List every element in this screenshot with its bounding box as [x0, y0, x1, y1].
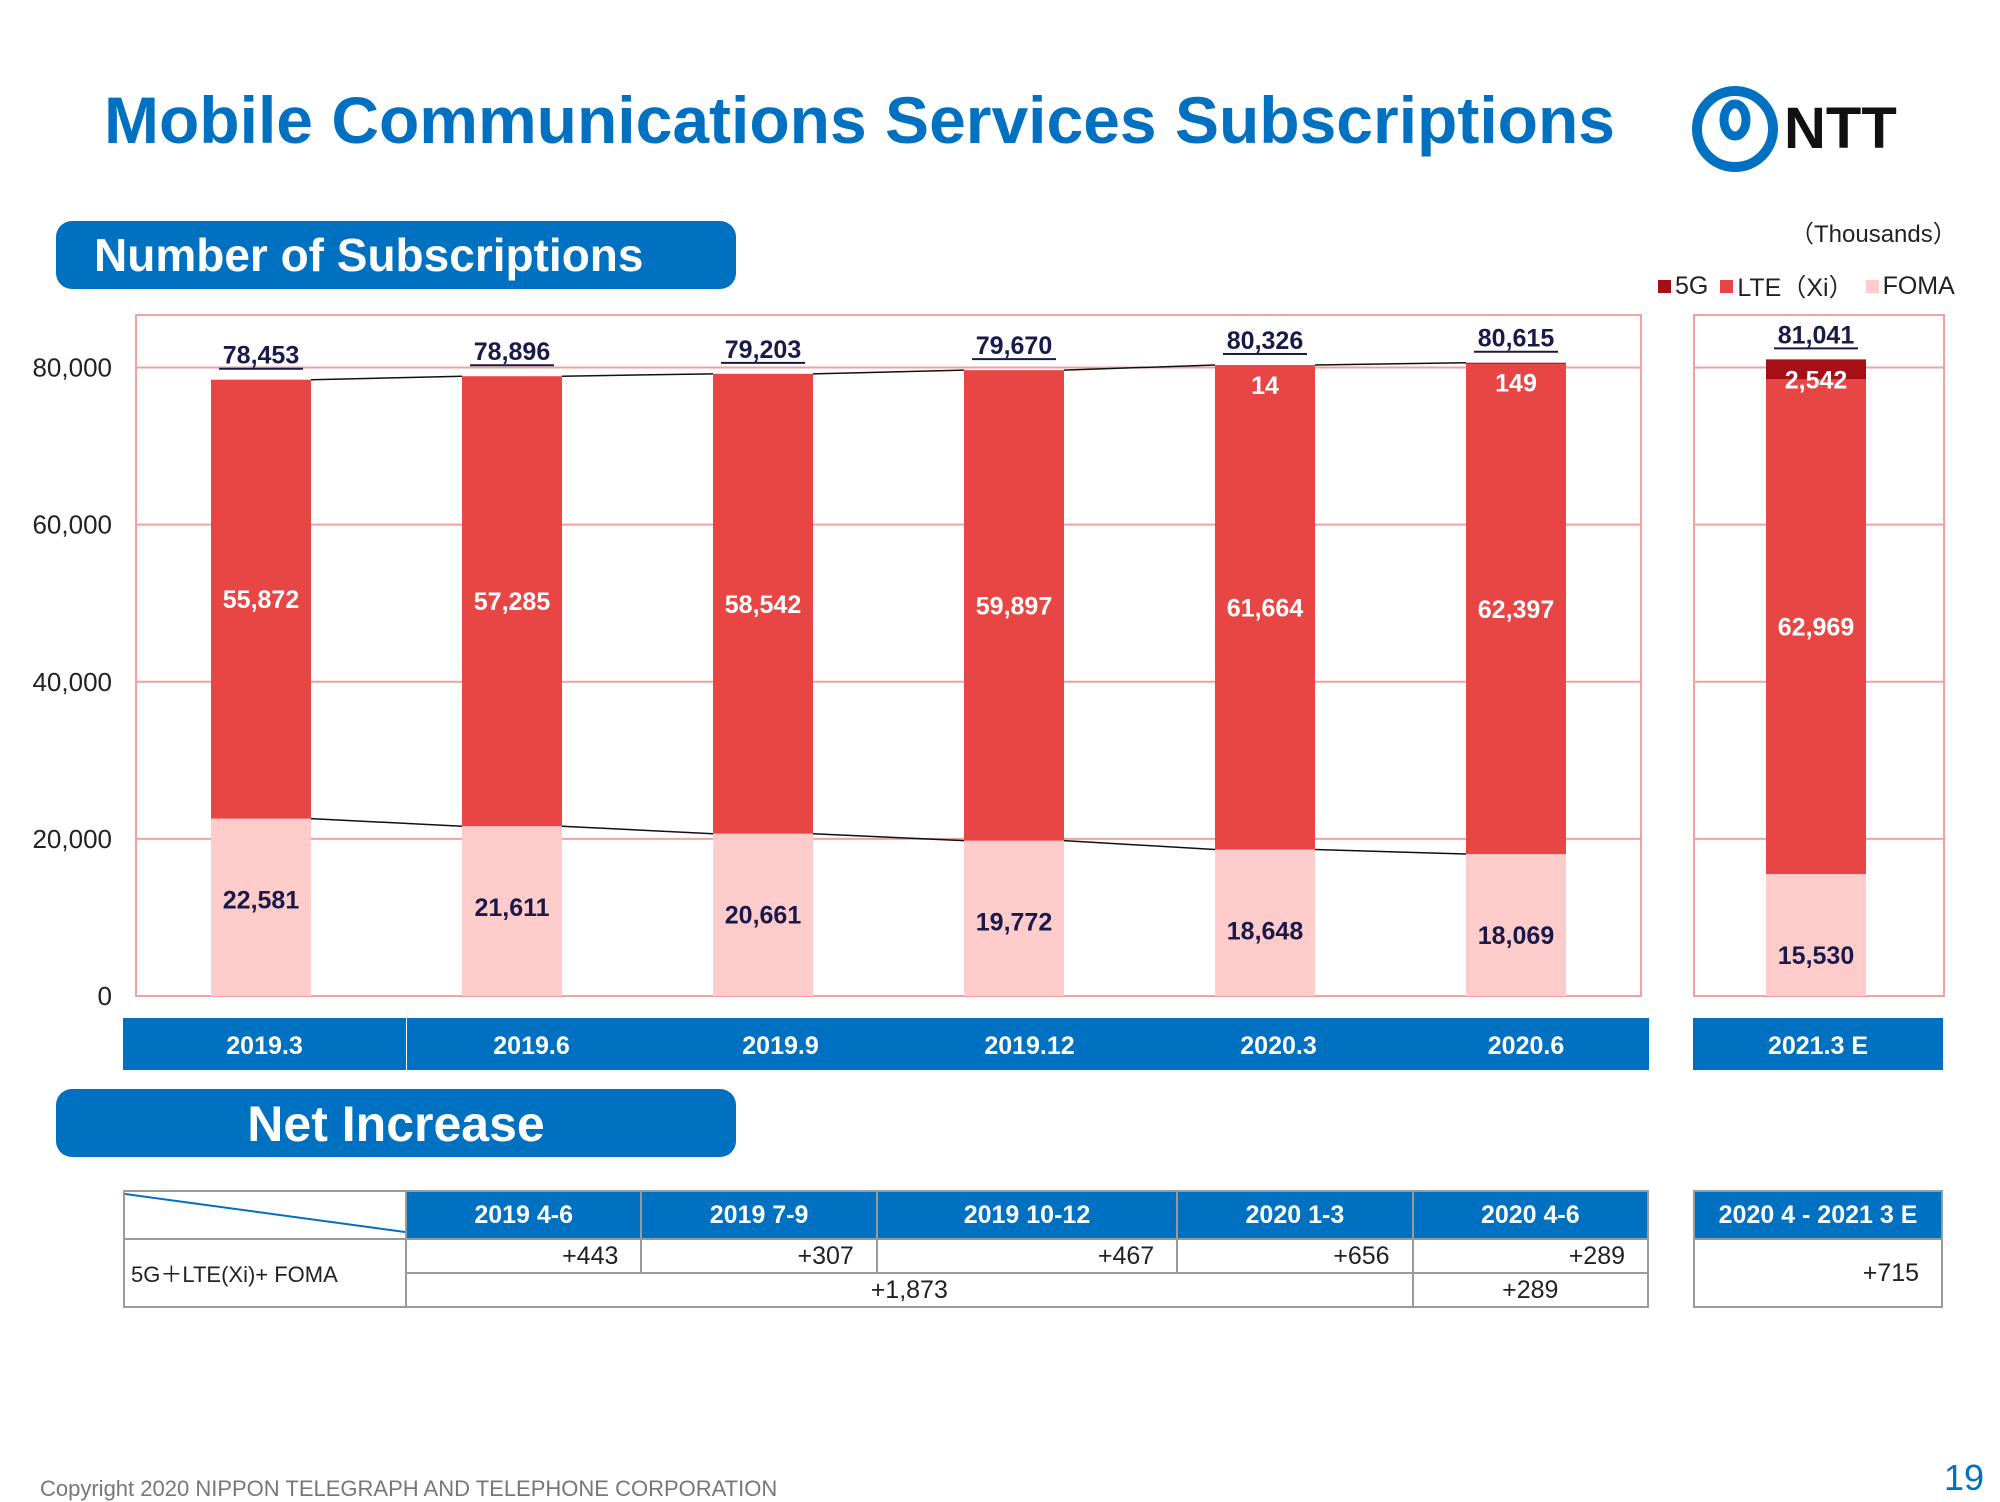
- foma-connector-line: [1064, 841, 1215, 850]
- y-tick-label: 80,000: [32, 353, 112, 383]
- data-label-5g: 149: [1495, 370, 1537, 398]
- data-label-foma: 18,069: [1478, 922, 1554, 950]
- page-number: 19: [1944, 1457, 1984, 1499]
- net-increase-quarterly-row: 5G＋LTE(Xi)+ FOMA +443 +307 +467 +656 +28…: [124, 1239, 1648, 1273]
- data-label-lte: 61,664: [1227, 594, 1304, 622]
- category-label: 2019.3: [226, 1032, 302, 1060]
- data-label-total: 80,326: [1227, 327, 1303, 355]
- value-2019-10-12: +467: [877, 1239, 1177, 1273]
- foma-connector-line: [1315, 850, 1466, 855]
- header-2019-10-12: 2019 10-12: [877, 1191, 1177, 1239]
- y-tick-label: 0: [98, 981, 112, 1011]
- net-increase-header-row: 2019 4-6 2019 7-9 2019 10-12 2020 1-3 20…: [124, 1191, 1648, 1239]
- header-forecast: 2020 4 - 2021 3 E: [1694, 1191, 1942, 1239]
- value-2019-4-6: +443: [406, 1239, 641, 1273]
- data-label-lte: 62,397: [1478, 596, 1554, 624]
- data-label-lte: 58,542: [725, 591, 801, 619]
- net-increase-table: 2019 4-6 2019 7-9 2019 10-12 2020 1-3 20…: [123, 1190, 1649, 1308]
- data-label-total: 79,670: [976, 332, 1052, 360]
- header-2019-4-6: 2019 4-6: [406, 1191, 641, 1239]
- header-2020-4-6: 2020 4-6: [1413, 1191, 1648, 1239]
- data-label-lte: 57,285: [474, 588, 551, 616]
- bar-5g-2020.6: [1466, 363, 1566, 364]
- forecast-header-row: 2020 4 - 2021 3 E: [1694, 1191, 1942, 1239]
- diagonal-header-cell: [124, 1191, 406, 1239]
- foma-connector-line: [311, 819, 462, 827]
- value-forecast: +715: [1694, 1239, 1942, 1307]
- bar-foma-2021.3 E: [1766, 874, 1866, 996]
- section-net-increase: Net Increase: [56, 1089, 736, 1157]
- value-2020-4-6: +289: [1413, 1239, 1648, 1273]
- data-label-total: 80,615: [1478, 325, 1555, 353]
- value-fiscal-2020-q1: +289: [1413, 1273, 1648, 1307]
- data-label-foma: 20,661: [725, 902, 802, 930]
- data-label-total: 78,453: [223, 342, 299, 370]
- value-2020-1-3: +656: [1177, 1239, 1412, 1273]
- data-label-lte: 55,872: [223, 586, 299, 614]
- value-2019-7-9: +307: [641, 1239, 876, 1273]
- forecast-value-row: +715: [1694, 1239, 1942, 1307]
- data-label-5g: 2,542: [1785, 366, 1848, 394]
- diagonal-line: [125, 1192, 405, 1238]
- y-tick-label: 20,000: [32, 824, 112, 854]
- data-label-foma: 21,611: [474, 894, 549, 922]
- value-fiscal-2019: +1,873: [406, 1273, 1413, 1307]
- header-2019-7-9: 2019 7-9: [641, 1191, 876, 1239]
- plot-panel-main-border: [136, 315, 1641, 996]
- subscriptions-chart: 0 20,000 40,000 60,000 80,000 22,581 55,872 78,…: [0, 0, 2000, 1080]
- y-tick-label: 40,000: [32, 667, 112, 697]
- data-label-total: 79,203: [725, 336, 801, 364]
- category-label: 2019.12: [984, 1032, 1074, 1060]
- total-connector-line: [1315, 363, 1466, 365]
- data-label-5g: 14: [1251, 372, 1279, 400]
- category-label: 2019.6: [493, 1032, 569, 1060]
- category-label: 2021.3 E: [1768, 1032, 1868, 1060]
- data-label-lte: 62,969: [1778, 614, 1854, 642]
- category-label: 2020.3: [1240, 1032, 1316, 1060]
- category-label: 2019.9: [742, 1032, 818, 1060]
- data-label-lte: 59,897: [976, 592, 1052, 620]
- total-connector-line: [562, 374, 713, 376]
- category-label: 2020.6: [1488, 1032, 1564, 1060]
- net-increase-forecast-table: 2020 4 - 2021 3 E +715: [1693, 1190, 1943, 1308]
- header-2020-1-3: 2020 1-3: [1177, 1191, 1412, 1239]
- data-label-foma: 15,530: [1778, 942, 1854, 970]
- copyright-footer: Copyright 2020 NIPPON TELEGRAPH AND TELE…: [40, 1476, 777, 1502]
- data-label-foma: 22,581: [223, 887, 300, 915]
- data-label-foma: 19,772: [976, 909, 1052, 937]
- data-label-foma: 18,648: [1227, 918, 1304, 946]
- data-label-total: 78,896: [474, 338, 550, 366]
- total-connector-line: [311, 376, 462, 379]
- y-tick-label: 60,000: [32, 510, 112, 540]
- total-connector-line: [813, 370, 964, 374]
- row-label: 5G＋LTE(Xi)+ FOMA: [124, 1239, 406, 1307]
- data-label-total: 81,041: [1778, 321, 1855, 349]
- foma-connector-line: [562, 826, 713, 833]
